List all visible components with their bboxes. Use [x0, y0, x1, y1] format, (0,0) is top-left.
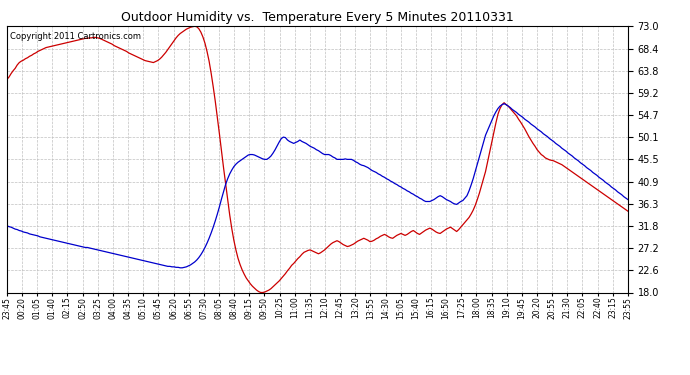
Text: Copyright 2011 Cartronics.com: Copyright 2011 Cartronics.com	[10, 32, 141, 40]
Title: Outdoor Humidity vs.  Temperature Every 5 Minutes 20110331: Outdoor Humidity vs. Temperature Every 5…	[121, 11, 514, 24]
